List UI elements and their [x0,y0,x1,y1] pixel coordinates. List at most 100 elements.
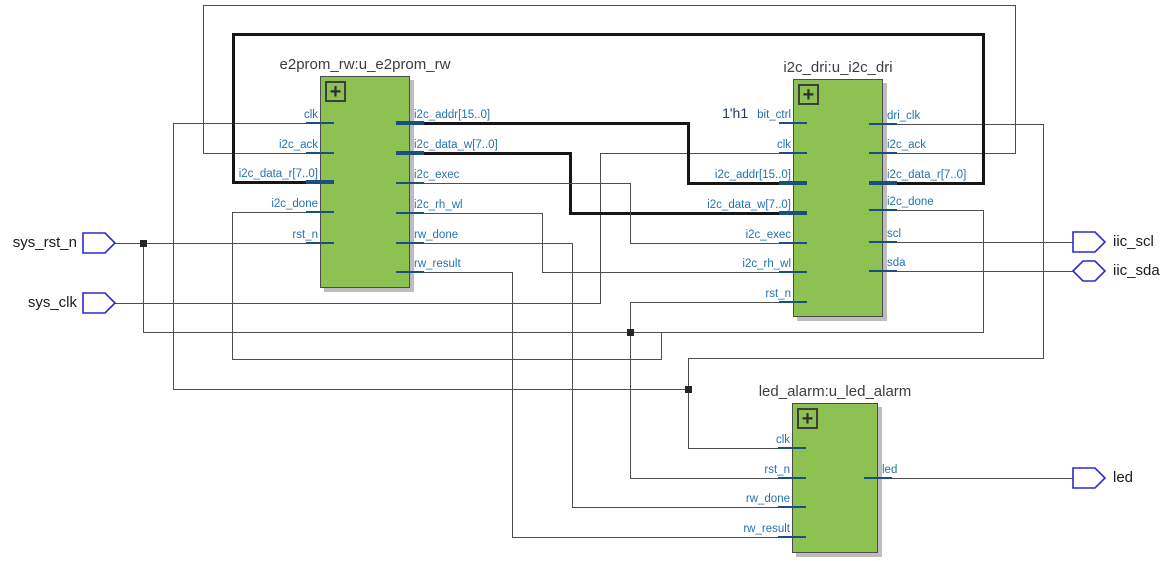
expand-icon[interactable]: + [325,81,346,102]
net-segment-i2c_exec[interactable] [410,182,630,184]
port-stub-rst_n[interactable] [779,301,807,303]
port-stub-scl[interactable] [869,241,897,243]
net-segment-sda[interactable] [883,270,1073,272]
net-segment-i2c_rh_wl[interactable] [542,271,793,273]
net-segment-dri_clk[interactable] [172,122,174,390]
net-segment-dri_clk[interactable] [883,123,1043,125]
port-stub-i2c_exec[interactable] [779,242,807,244]
net-segment-sys_rst_n[interactable] [629,301,631,479]
net-segment-sys_rst_n[interactable] [143,331,661,333]
net-segment-rw_result[interactable] [410,271,512,273]
net-segment-i2c_ack[interactable] [1014,4,1016,154]
port-stub-i2c_data_r[7..0][interactable] [869,181,897,185]
net-segment-i2c_data_r[interactable] [233,180,320,184]
port-stub-i2c_addr[15..0][interactable] [779,181,807,185]
net-segment-rw_result[interactable] [511,271,513,538]
port-stub-rw_done[interactable] [778,506,806,508]
net-segment-rw_done[interactable] [410,242,572,244]
net-segment-i2c_ack[interactable] [202,4,204,154]
net-segment-dri_clk[interactable] [687,357,689,449]
junction-dot [140,240,147,247]
port-stub-i2c_addr[15..0][interactable] [396,121,424,125]
constant-value: 1'h1 [722,105,749,121]
pin-label-sys_rst_n: sys_rst_n [12,234,77,251]
input-pin-sys_clk[interactable] [81,291,117,315]
net-segment-i2c_ack[interactable] [883,152,1015,154]
net-segment-sys_rst_n[interactable] [115,242,320,244]
output-pin-iic_scl[interactable] [1071,230,1107,254]
port-stub-i2c_rh_wl[interactable] [779,271,807,273]
port-name: rw_done [414,229,459,241]
port-stub-sda[interactable] [869,270,897,272]
output-pin-led[interactable] [1071,466,1107,490]
port-stub-i2c_done[interactable] [306,211,334,213]
net-segment-i2c_data_r[interactable] [981,32,985,185]
net-segment-i2c_data_r[interactable] [233,32,983,36]
net-segment-dri_clk[interactable] [688,447,792,449]
port-stub-i2c_ack[interactable] [869,152,897,154]
net-segment-sys_clk[interactable] [115,302,600,304]
inout-pin-iic_sda[interactable] [1071,259,1107,283]
net-segment-sys_rst_n[interactable] [630,477,792,479]
port-stub-rst_n[interactable] [778,477,806,479]
port-stub-i2c_data_w[7..0][interactable] [779,211,807,215]
module-block-i2c_dri[interactable] [793,79,883,317]
net-segment-i2c_addr[interactable] [410,121,688,125]
net-segment-i2c_done[interactable] [231,211,233,360]
input-pin-sys_rst_n[interactable] [81,231,117,255]
net-segment-sys_clk[interactable] [599,152,601,304]
net-segment-i2c_ack[interactable] [203,4,1015,6]
net-segment-dri_clk[interactable] [688,357,1043,359]
port-stub-dri_clk[interactable] [869,123,897,125]
port-name: i2c_exec [414,169,460,181]
port-stub-i2c_done[interactable] [869,209,897,211]
expand-icon[interactable]: + [798,84,819,105]
port-stub-i2c_exec[interactable] [396,182,424,184]
net-segment-dri_clk[interactable] [1042,123,1044,359]
net-segment-i2c_addr[interactable] [688,181,793,185]
net-segment-i2c_data_w[interactable] [570,211,793,215]
net-segment-i2c_ack[interactable] [203,152,320,154]
port-stub-i2c_data_r[7..0][interactable] [306,180,334,184]
net-segment-i2c_done[interactable] [232,211,320,213]
port-stub-bit_ctrl[interactable] [779,122,807,124]
module-block-e2prom_rw[interactable] [320,76,410,288]
net-segment-i2c_rh_wl[interactable] [410,212,542,214]
port-label: rst_n [581,284,791,300]
net-segment-i2c_data_r[interactable] [231,32,235,184]
net-segment-i2c_data_w[interactable] [410,151,570,155]
port-stub-i2c_data_w[7..0][interactable] [396,151,424,155]
port-stub-clk[interactable] [306,122,334,124]
port-stub-rst_n[interactable] [306,242,334,244]
net-segment-i2c_addr[interactable] [686,121,690,185]
port-stub-rw_done[interactable] [396,242,424,244]
port-stub-clk[interactable] [778,447,806,449]
net-segment-led[interactable] [878,477,1073,479]
net-segment-rw_result[interactable] [512,536,792,538]
net-segment-i2c_exec[interactable] [629,182,631,244]
net-segment-i2c_done[interactable] [661,331,983,333]
expand-icon[interactable]: + [797,408,818,429]
port-stub-led[interactable] [864,477,892,479]
port-label: clk [581,135,791,151]
net-segment-rw_done[interactable] [572,506,792,508]
port-stub-i2c_ack[interactable] [306,152,334,154]
net-segment-sys_rst_n[interactable] [630,301,793,303]
net-segment-sys_clk[interactable] [600,152,793,154]
net-segment-scl[interactable] [883,241,1073,243]
port-stub-clk[interactable] [779,152,807,154]
net-segment-rw_done[interactable] [571,242,573,508]
net-segment-dri_clk[interactable] [173,122,320,124]
net-segment-i2c_done[interactable] [232,358,661,360]
net-segment-dri_clk[interactable] [173,388,688,390]
port-stub-rw_result[interactable] [778,536,806,538]
port-stub-rw_result[interactable] [396,271,424,273]
net-segment-i2c_exec[interactable] [630,242,793,244]
port-stub-i2c_rh_wl[interactable] [396,212,424,214]
net-segment-i2c_data_r[interactable] [883,181,983,185]
net-segment-i2c_done[interactable] [883,209,983,211]
net-segment-sys_rst_n[interactable] [142,242,144,333]
port-label: i2c_rh_wl [414,195,624,211]
net-segment-i2c_done[interactable] [660,331,662,360]
pin-label-sys_clk: sys_clk [27,294,77,311]
